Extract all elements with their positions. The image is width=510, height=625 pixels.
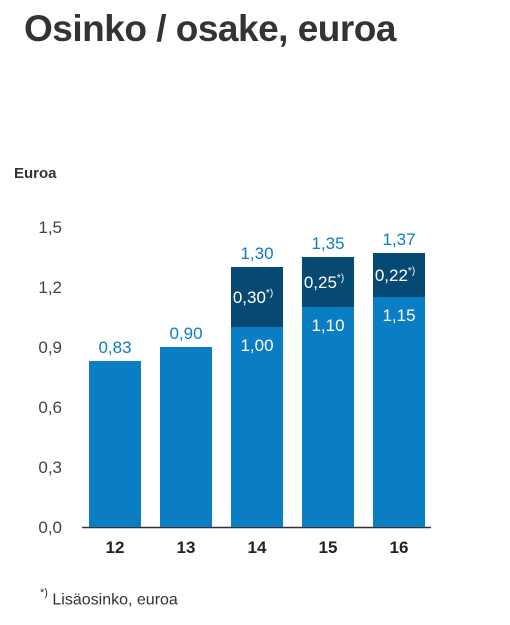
bar-extra-value: 0,25 xyxy=(304,273,337,292)
bar-extra-15 xyxy=(302,257,354,307)
x-tick-label-12: 12 xyxy=(106,538,125,557)
y-tick-label: 0,9 xyxy=(38,338,62,357)
bar-base-label-16: 1,15 xyxy=(382,306,415,325)
bar-base-label-15: 1,10 xyxy=(311,316,344,335)
bar-extra-16 xyxy=(373,253,425,297)
chart-title: Osinko / osake, euroa xyxy=(24,8,396,49)
bar-base-label-14: 1,00 xyxy=(240,336,273,355)
y-tick-label: 0,0 xyxy=(38,518,62,537)
bar-value-label-13: 0,90 xyxy=(169,324,202,343)
x-tick-label-15: 15 xyxy=(319,538,338,557)
bar-total-label-15: 1,35 xyxy=(311,234,344,253)
bar-base-14 xyxy=(231,327,283,527)
bar-base-16 xyxy=(373,297,425,527)
bar-total-label-16: 1,37 xyxy=(382,230,415,249)
x-tick-label-16: 16 xyxy=(390,538,409,557)
bar-extra-value: 0,30 xyxy=(233,288,266,307)
bar-base-15 xyxy=(302,307,354,527)
x-tick-label-13: 13 xyxy=(177,538,196,557)
y-axis-label: Euroa xyxy=(14,165,57,182)
y-tick-label: 1,5 xyxy=(38,218,62,237)
bar-extra-marker: *) xyxy=(266,288,273,299)
footnote-text: Lisäosinko, euroa xyxy=(52,591,178,609)
bar-base-12 xyxy=(89,361,141,527)
bar-value-label-12: 0,83 xyxy=(98,338,131,357)
bar-extra-value: 0,22 xyxy=(375,266,408,285)
y-tick-label: 0,6 xyxy=(38,398,62,417)
x-tick-label-14: 14 xyxy=(248,538,267,557)
footnote: *) Lisäosinko, euroa xyxy=(40,587,178,609)
bar-base-13 xyxy=(160,347,212,527)
y-tick-label: 0,3 xyxy=(38,458,62,477)
bar-extra-label-14: 0,30*) xyxy=(233,288,273,307)
footnote-marker: *) xyxy=(40,587,48,599)
bar-extra-label-15: 0,25*) xyxy=(304,273,344,292)
y-tick-label: 1,2 xyxy=(38,278,62,297)
bar-total-label-14: 1,30 xyxy=(240,244,273,263)
bar-extra-label-16: 0,22*) xyxy=(375,266,415,285)
bar-extra-marker: *) xyxy=(408,266,415,277)
bar-extra-marker: *) xyxy=(337,273,344,284)
bar-extra-14 xyxy=(231,267,283,327)
